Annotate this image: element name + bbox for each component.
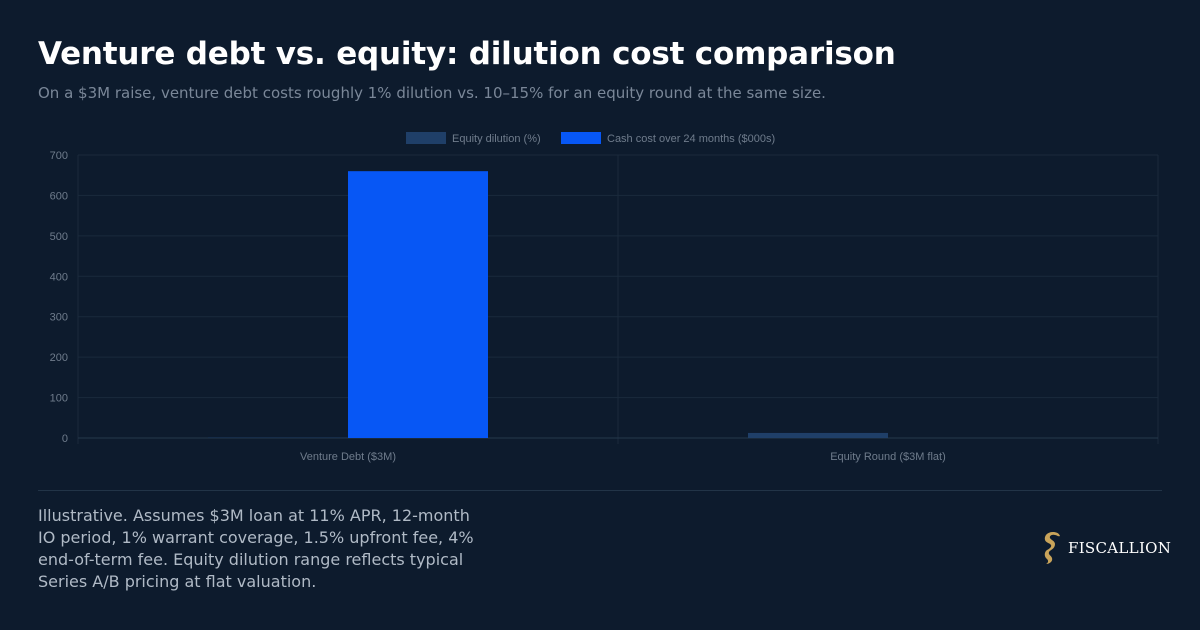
y-tick-label-200: 200 [50, 352, 68, 364]
chart-bars [208, 171, 888, 438]
legend-swatch-2 [561, 132, 601, 144]
y-tick-label-700: 700 [50, 150, 68, 162]
x-tick-label-1: Venture Debt ($3M) [300, 451, 396, 463]
bar-2-series-1 [748, 432, 888, 438]
seahorse-logo-icon [1044, 532, 1060, 564]
brand-name: FISCALLION [1068, 539, 1172, 557]
footnote: Illustrative. Assumes $3M loan at 11% AP… [38, 506, 474, 591]
brand-logo: FISCALLION [1040, 530, 1171, 566]
legend-label-1: Equity dilution (%) [452, 133, 541, 145]
page-title: Venture debt vs. equity: dilution cost c… [38, 36, 896, 72]
x-axis: Venture Debt ($3M) Equity Round ($3M flat… [300, 451, 946, 463]
legend-swatch-1 [406, 132, 446, 144]
y-tick-label-100: 100 [50, 393, 68, 405]
bar-1-series-2 [348, 171, 488, 438]
y-tick-label-500: 500 [50, 231, 68, 243]
page-subtitle: On a $3M raise, venture debt costs rough… [38, 84, 826, 102]
chart-grid [77, 154, 1159, 444]
footer-divider [38, 490, 1162, 491]
y-tick-label-300: 300 [50, 312, 68, 324]
y-tick-label-0: 0 [62, 433, 68, 445]
bar-chart: Equity dilution (%) Cash cost over 24 mon… [50, 132, 1159, 463]
y-axis: 0 100 200 300 400 500 600 700 [50, 150, 68, 445]
x-tick-label-2: Equity Round ($3M flat) [830, 451, 946, 463]
legend-label-2: Cash cost over 24 months ($000s) [607, 133, 775, 145]
y-tick-label-600: 600 [50, 190, 68, 202]
y-tick-label-400: 400 [50, 271, 68, 283]
chart-legend: Equity dilution (%) Cash cost over 24 mon… [406, 132, 775, 145]
